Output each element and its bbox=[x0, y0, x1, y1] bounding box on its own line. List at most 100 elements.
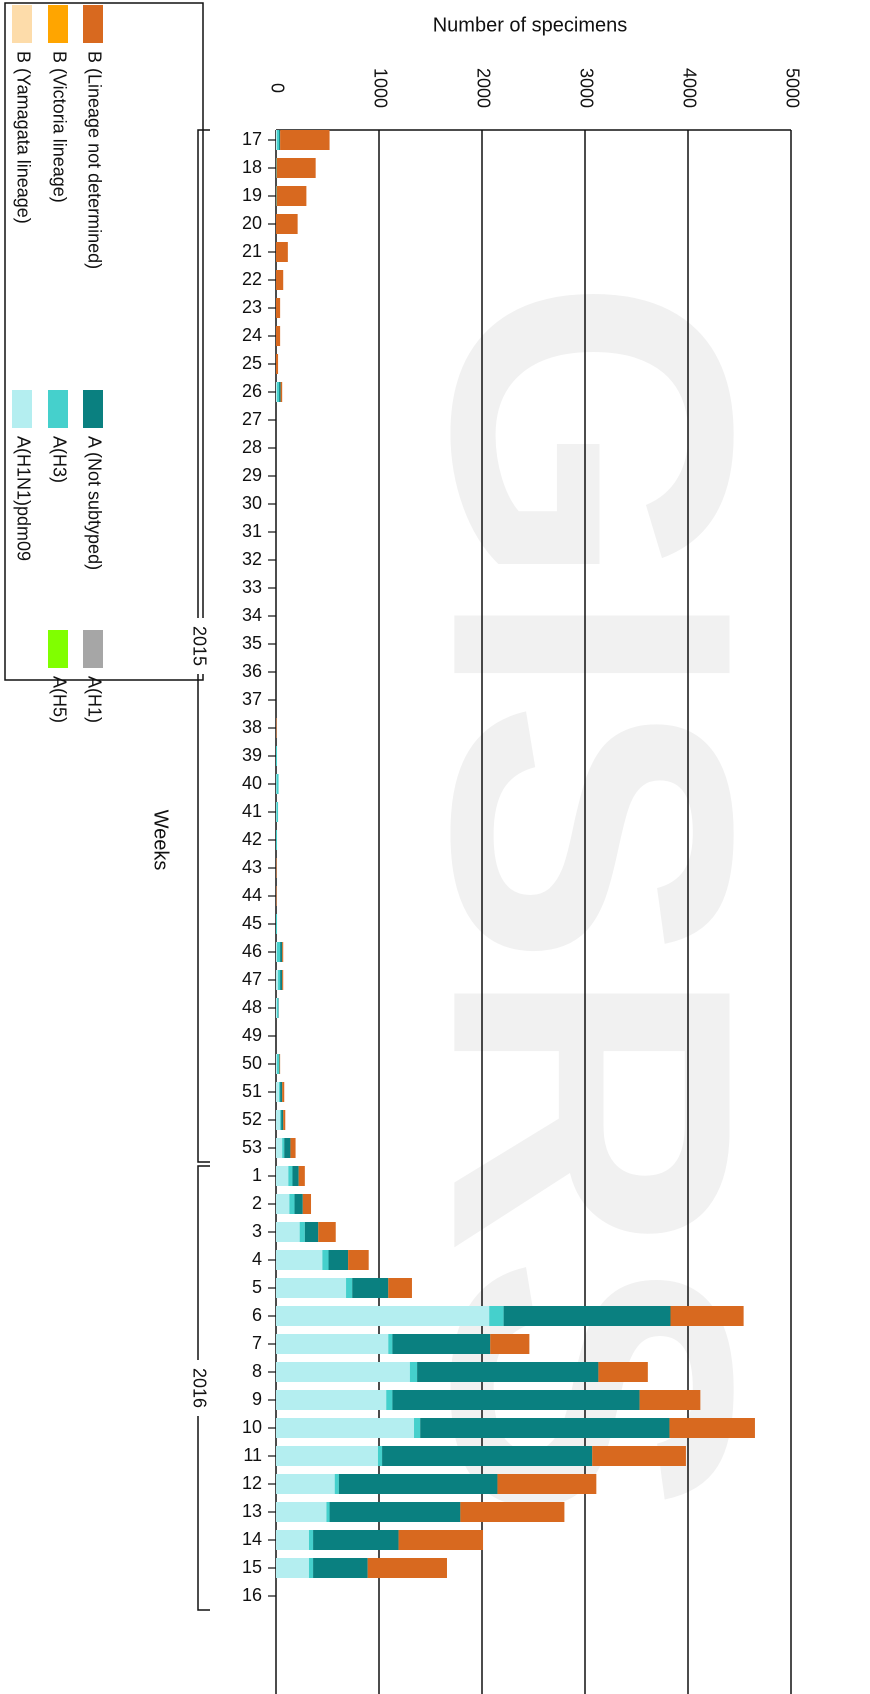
bar-segment bbox=[276, 1474, 335, 1494]
bar-segment bbox=[669, 1418, 755, 1438]
bar-segment bbox=[276, 1558, 309, 1578]
bar-segment bbox=[276, 1362, 410, 1382]
legend-swatch bbox=[48, 630, 68, 668]
bar-segment bbox=[292, 1166, 299, 1186]
x-tick-label: 30 bbox=[242, 493, 262, 513]
bar-segment bbox=[282, 1138, 285, 1158]
bar-segment bbox=[318, 1222, 336, 1242]
bar-segment bbox=[392, 1390, 640, 1410]
year-label-bg bbox=[188, 1360, 208, 1416]
x-tick-label: 38 bbox=[242, 717, 262, 737]
bar-segment bbox=[489, 1306, 504, 1326]
legend-swatch bbox=[83, 390, 103, 428]
x-tick-label: 17 bbox=[242, 129, 262, 149]
bar-segment bbox=[276, 270, 284, 290]
bar-segment bbox=[282, 942, 284, 962]
bar-segment bbox=[670, 1306, 744, 1326]
x-tick-label: 35 bbox=[242, 633, 262, 653]
bar-segment bbox=[289, 1194, 295, 1214]
bar-segment bbox=[276, 130, 278, 150]
bar-segment bbox=[277, 942, 281, 962]
x-tick-label: 43 bbox=[242, 857, 262, 877]
bar-segment bbox=[276, 1194, 290, 1214]
x-tick-label: 5 bbox=[252, 1277, 262, 1297]
x-tick-label: 31 bbox=[242, 521, 262, 541]
bar-segment bbox=[282, 1082, 285, 1102]
bar-segment bbox=[276, 1390, 387, 1410]
legend-label: B (Yamagata lineage) bbox=[13, 51, 33, 224]
x-tick-label: 21 bbox=[242, 241, 262, 261]
bar-segment bbox=[276, 774, 279, 794]
bar-segment bbox=[276, 186, 277, 206]
bar-segment bbox=[592, 1446, 686, 1466]
bar-segment bbox=[367, 1558, 447, 1578]
x-tick-label: 49 bbox=[242, 1025, 262, 1045]
x-tick-label: 32 bbox=[242, 549, 262, 569]
bar-segment bbox=[503, 1306, 671, 1326]
bar-segment bbox=[276, 1530, 309, 1550]
bar-segment bbox=[308, 1558, 314, 1578]
bar-segment bbox=[398, 1530, 484, 1550]
bar-segment bbox=[420, 1418, 670, 1438]
x-tick-label: 42 bbox=[242, 829, 262, 849]
x-tick-label: 25 bbox=[242, 353, 262, 373]
legend-label: A (Not subtyped) bbox=[84, 436, 104, 570]
x-tick-label: 41 bbox=[242, 801, 262, 821]
x-tick-label: 23 bbox=[242, 297, 262, 317]
bar-segment bbox=[276, 1166, 289, 1186]
bar-segment bbox=[276, 970, 279, 990]
y-tick-label: 1000 bbox=[370, 68, 390, 108]
x-tick-label: 37 bbox=[242, 689, 262, 709]
bar-segment bbox=[276, 158, 277, 178]
y-tick-label: 5000 bbox=[782, 68, 802, 108]
bar-segment bbox=[290, 1138, 296, 1158]
bar-segment bbox=[276, 802, 279, 822]
legend-box bbox=[4, 2, 204, 681]
bar-segment bbox=[276, 998, 278, 1018]
x-tick-label: 8 bbox=[252, 1361, 262, 1381]
bar-segment bbox=[288, 1166, 293, 1186]
bar-segment bbox=[294, 1194, 303, 1214]
bar-segment bbox=[326, 1502, 330, 1522]
x-tick-label: 26 bbox=[242, 381, 262, 401]
legend-label: B (Victoria lineage) bbox=[49, 51, 69, 203]
bar-segment bbox=[280, 382, 283, 402]
x-tick-label: 11 bbox=[243, 1445, 262, 1465]
x-tick-label: 20 bbox=[242, 213, 262, 233]
x-tick-label: 2 bbox=[252, 1193, 262, 1213]
x-tick-label: 28 bbox=[242, 437, 262, 457]
bar-segment bbox=[281, 1110, 284, 1130]
x-tick-label: 24 bbox=[242, 325, 262, 345]
bar-segment bbox=[276, 914, 278, 934]
x-tick-label: 39 bbox=[242, 745, 262, 765]
bar-segment bbox=[308, 1530, 314, 1550]
y-tick-label: 3000 bbox=[576, 68, 596, 108]
bar-segment bbox=[279, 1082, 281, 1102]
bar-segment bbox=[276, 1110, 281, 1130]
bar-segment bbox=[282, 970, 284, 990]
bar-segment bbox=[280, 1082, 283, 1102]
bar-segment bbox=[299, 1222, 305, 1242]
bar-segment bbox=[388, 1334, 393, 1354]
bar-segment bbox=[276, 1502, 327, 1522]
x-tick-label: 45 bbox=[242, 913, 262, 933]
bar-segment bbox=[278, 970, 281, 990]
bar-segment bbox=[417, 1362, 599, 1382]
bar-segment bbox=[276, 774, 277, 794]
y-tick-label: 0 bbox=[267, 83, 287, 93]
bar-segment bbox=[279, 382, 281, 402]
legend-swatch bbox=[83, 5, 103, 43]
bar-segment bbox=[276, 242, 288, 262]
x-tick-label: 14 bbox=[242, 1529, 262, 1549]
x-tick-label: 47 bbox=[242, 969, 262, 989]
bar-segment bbox=[276, 1446, 378, 1466]
bar-segment bbox=[276, 886, 277, 906]
legend-swatch bbox=[83, 630, 103, 668]
bar-segment bbox=[276, 298, 281, 318]
bar-segment bbox=[276, 214, 298, 234]
y-tick-label: 4000 bbox=[679, 68, 699, 108]
legend-swatch bbox=[48, 5, 68, 43]
bar-segment bbox=[392, 1334, 491, 1354]
x-tick-label: 9 bbox=[252, 1389, 262, 1409]
year-label-bg bbox=[188, 618, 208, 674]
